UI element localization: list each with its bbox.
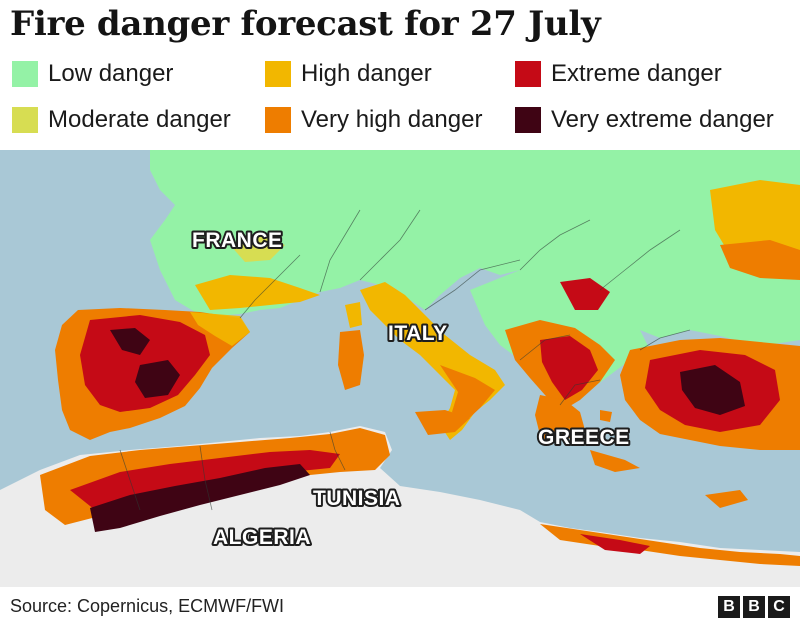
greece-islands <box>590 410 640 472</box>
bbc-logo-block-3: C <box>768 596 790 618</box>
legend-label-extreme: Extreme danger <box>551 60 722 87</box>
label-italy: ITALY <box>388 322 448 345</box>
legend-item-moderate: Moderate danger <box>12 106 231 134</box>
legend-item-high: High danger <box>265 60 432 88</box>
balkans-extreme <box>540 336 598 400</box>
legend-swatch-extreme <box>515 61 541 87</box>
italy-very-high <box>440 365 495 422</box>
map-svg: FRANCE ITALY GREECE TUNISIA ALGERIA <box>0 150 800 587</box>
iberia-very-extreme <box>110 328 180 398</box>
ne-very-high-patch <box>720 240 800 280</box>
greece-landmass <box>535 395 585 445</box>
legend-item-very-high: Very high danger <box>265 106 482 134</box>
france-high-patch <box>195 275 320 310</box>
legend-label-very-high: Very high danger <box>301 106 483 133</box>
footer: Source: Copernicus, ECMWF/FWI B B C <box>0 588 800 625</box>
sardinia <box>338 330 364 390</box>
country-borders <box>119 209 691 511</box>
label-greece: GREECE <box>538 426 630 449</box>
legend-item-very-extreme: Very extreme danger <box>515 106 774 134</box>
north-africa-very-extreme <box>90 464 310 532</box>
legend-item-low: Low danger <box>12 60 173 88</box>
libya-coast-extreme <box>580 534 650 554</box>
france-moderate-patch <box>230 235 285 262</box>
europe-landmass <box>150 150 800 346</box>
legend-label-high: High danger <box>301 60 432 87</box>
label-france: FRANCE <box>192 229 283 252</box>
label-tunisia: TUNISIA <box>313 487 401 510</box>
fire-danger-map: FRANCE ITALY GREECE TUNISIA ALGERIA <box>0 150 800 587</box>
legend-swatch-very-high <box>265 107 291 133</box>
cyprus <box>705 490 748 508</box>
source-credit: Source: Copernicus, ECMWF/FWI <box>10 596 285 616</box>
legend-label-moderate: Moderate danger <box>48 106 231 133</box>
legend-label-very-extreme: Very extreme danger <box>551 106 774 133</box>
legend-label-low: Low danger <box>48 60 174 87</box>
legend-swatch-low <box>12 61 38 87</box>
legend-swatch-moderate <box>12 107 38 133</box>
libya-coast-very-high <box>540 524 800 566</box>
bbc-logo: B B C <box>718 596 790 618</box>
legend-item-extreme: Extreme danger <box>515 60 722 88</box>
bbc-logo-block-1: B <box>718 596 740 618</box>
bbc-logo-block-2: B <box>743 596 765 618</box>
sicily <box>415 410 470 435</box>
corsica <box>345 302 362 328</box>
label-algeria: ALGERIA <box>213 526 311 549</box>
iberia-high-edge <box>190 312 250 346</box>
serbia-extreme <box>560 278 610 310</box>
turkey-very-extreme <box>680 365 745 415</box>
legend-swatch-high <box>265 61 291 87</box>
iberia-extreme <box>80 315 210 412</box>
chart-title: Fire danger forecast for 27 July <box>10 4 601 44</box>
legend-swatch-very-extreme <box>515 107 541 133</box>
legend: Low danger High danger Extreme danger Mo… <box>12 60 792 140</box>
